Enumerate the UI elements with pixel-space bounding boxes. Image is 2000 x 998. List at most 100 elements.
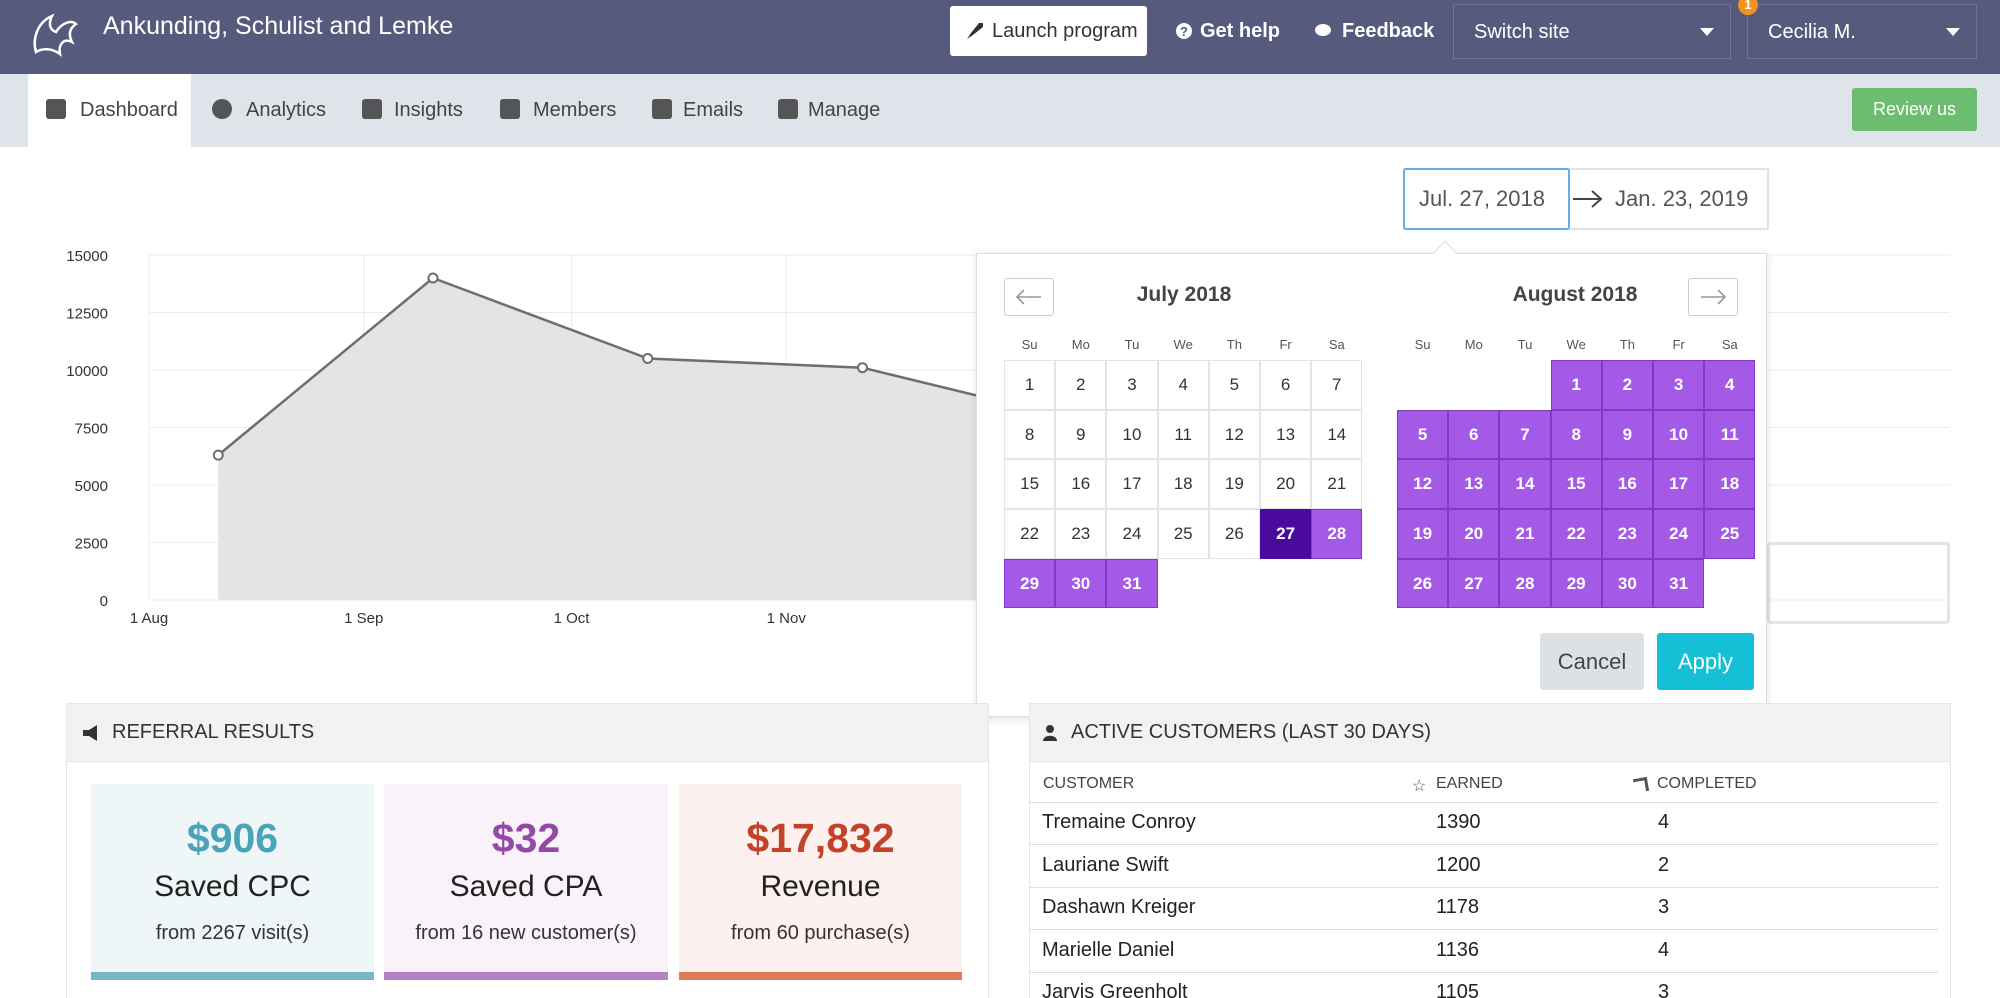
day-cell[interactable]: 26 (1397, 558, 1449, 609)
day-cell[interactable]: 17 (1653, 459, 1705, 510)
stat-sub: from 2267 visit(s) (155, 922, 310, 944)
day-cell[interactable]: 8 (1550, 409, 1602, 460)
day-cell[interactable]: 19 (1208, 459, 1260, 510)
day-cell[interactable]: 11 (1157, 409, 1209, 460)
day-cell[interactable]: 27 (1448, 558, 1500, 609)
day-cell[interactable]: 24 (1653, 509, 1705, 559)
tab-icon (212, 99, 232, 119)
day-cell[interactable]: 10 (1653, 409, 1705, 460)
day-cell[interactable]: 22 (1004, 509, 1056, 559)
day-cell[interactable]: 21 (1499, 509, 1551, 559)
popup-caret (1433, 240, 1457, 254)
day-cell[interactable]: 25 (1157, 509, 1209, 559)
day-cell[interactable]: 4 (1704, 360, 1756, 410)
day-cell[interactable]: 6 (1448, 409, 1500, 460)
day-cell[interactable]: 10 (1106, 409, 1158, 460)
day-cell[interactable]: 31 (1653, 558, 1705, 609)
day-cell[interactable]: 9 (1601, 409, 1653, 460)
tab[interactable]: Dashboard (80, 99, 178, 121)
tab[interactable]: Analytics (246, 99, 327, 121)
weekday: Sa (1721, 337, 1738, 352)
stat-card (384, 784, 668, 980)
day-cell[interactable]: 9 (1055, 409, 1107, 460)
megaphone-icon (83, 725, 97, 741)
user-menu[interactable]: Cecilia M. (1747, 4, 1977, 59)
next-month[interactable] (1688, 278, 1738, 316)
day-cell[interactable]: 13 (1260, 409, 1312, 460)
day-cell[interactable]: 22 (1550, 509, 1602, 559)
site-select[interactable]: Switch site (1453, 4, 1731, 59)
weekday: Th (1226, 337, 1242, 352)
stat-sub: from 16 new customer(s) (415, 922, 637, 944)
day-cell[interactable]: 23 (1601, 509, 1653, 559)
day-cell[interactable]: 4 (1157, 360, 1209, 410)
day-cell[interactable]: 16 (1055, 459, 1107, 510)
day-cell[interactable]: 30 (1601, 558, 1653, 609)
day-cell[interactable]: 29 (1550, 558, 1602, 609)
review-button[interactable]: Review us (1852, 88, 1977, 131)
x-tick-label: 1 Oct (554, 610, 591, 627)
day-cell[interactable]: 24 (1106, 509, 1158, 559)
day-cell[interactable]: 30 (1055, 558, 1107, 609)
prev-month[interactable] (1004, 278, 1054, 316)
start-date-input[interactable]: Jul. 27, 2018 (1403, 168, 1570, 230)
day-cell[interactable]: 16 (1601, 459, 1653, 510)
feedback-link[interactable]: Feedback (1314, 6, 1434, 56)
day-cell[interactable]: 13 (1448, 459, 1500, 510)
help-link[interactable]: ? Get help (1175, 6, 1280, 56)
day-cell[interactable]: 15 (1550, 459, 1602, 510)
day-cell[interactable]: 27 (1260, 509, 1312, 559)
day-cell[interactable]: 17 (1106, 459, 1158, 510)
day-cell[interactable]: 12 (1208, 409, 1260, 460)
day-cell[interactable]: 11 (1704, 409, 1756, 460)
svg-text:?: ? (1180, 24, 1188, 39)
day-cell[interactable]: 14 (1499, 459, 1551, 510)
tab[interactable]: Insights (394, 99, 463, 121)
day-cell[interactable]: 5 (1208, 360, 1260, 410)
day-cell[interactable]: 1 (1004, 360, 1056, 410)
day-cell[interactable]: 28 (1499, 558, 1551, 609)
cancel-button[interactable]: Cancel (1540, 633, 1644, 690)
day-cell[interactable]: 18 (1704, 459, 1756, 510)
day-cell[interactable]: 20 (1260, 459, 1312, 510)
tab[interactable]: Manage (808, 99, 881, 121)
tab[interactable]: Members (533, 99, 617, 121)
tab-icon (362, 99, 382, 119)
day-cell[interactable]: 2 (1601, 360, 1653, 410)
day-cell[interactable]: 5 (1397, 409, 1449, 460)
day-cell[interactable]: 19 (1397, 509, 1449, 559)
day-cell[interactable]: 1 (1550, 360, 1602, 410)
day-cell[interactable]: 7 (1311, 360, 1363, 410)
day-cell[interactable]: 2 (1055, 360, 1107, 410)
day-cell[interactable]: 21 (1311, 459, 1363, 510)
day-cell[interactable]: 26 (1208, 509, 1260, 559)
stat-bar (679, 972, 962, 980)
brand: Ankunding, Schulist and Lemke (103, 12, 454, 40)
weekday: Fr (1279, 337, 1292, 352)
day-cell[interactable]: 3 (1106, 360, 1158, 410)
day-cell[interactable]: 20 (1448, 509, 1500, 559)
cell: 3 (1658, 981, 1670, 998)
prev-icon (1015, 289, 1041, 305)
day-cell[interactable]: 28 (1311, 509, 1363, 559)
day-cell[interactable]: 6 (1260, 360, 1312, 410)
day-cell[interactable]: 14 (1311, 409, 1363, 460)
day-cell[interactable]: 3 (1653, 360, 1705, 410)
day-cell[interactable]: 29 (1004, 558, 1056, 609)
day-cell[interactable]: 31 (1106, 558, 1158, 609)
day-cell[interactable]: 15 (1004, 459, 1056, 510)
day-cell[interactable]: 25 (1704, 509, 1756, 559)
day-cell[interactable]: 7 (1499, 409, 1551, 460)
notification-badge[interactable]: 1 (1738, 0, 1758, 15)
launch-label: Launch program (992, 20, 1138, 42)
tab[interactable]: Emails (683, 99, 744, 121)
launch-button[interactable]: Launch program (950, 6, 1147, 56)
day-cell[interactable]: 18 (1157, 459, 1209, 510)
day-cell[interactable]: 8 (1004, 409, 1056, 460)
end-date-input[interactable]: Jan. 23, 2019 (1615, 186, 1749, 211)
logo[interactable] (28, 8, 80, 60)
day-cell[interactable]: 23 (1055, 509, 1107, 559)
day-cell[interactable]: 12 (1397, 459, 1449, 510)
cell: 1390 (1436, 811, 1481, 833)
apply-button[interactable]: Apply (1657, 633, 1754, 690)
